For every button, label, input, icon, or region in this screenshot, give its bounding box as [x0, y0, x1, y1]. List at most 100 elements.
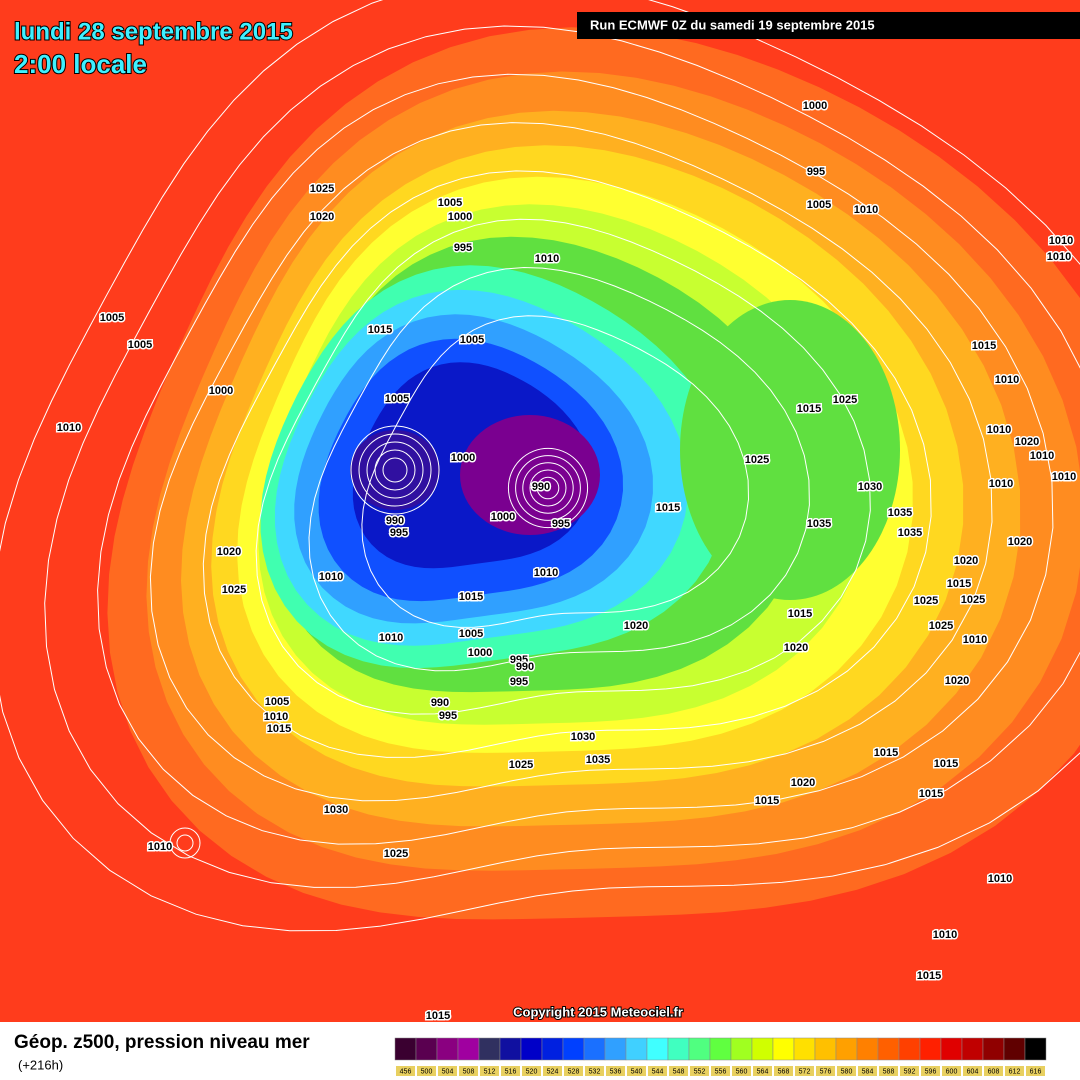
colorbar-label-box	[879, 1066, 898, 1076]
colorbar-label-box	[837, 1066, 856, 1076]
colorbar-label: 520	[526, 1068, 538, 1075]
colorbar-label-box	[1026, 1066, 1045, 1076]
colorbar-swatch	[751, 1037, 774, 1061]
isobar-label: 1010	[57, 422, 81, 434]
colorbar-swatch	[856, 1037, 879, 1061]
isobar-label: 1020	[310, 211, 334, 223]
colorbar-label: 504	[442, 1068, 454, 1075]
isobar	[382, 457, 408, 483]
isobar-label: 1025	[509, 759, 533, 771]
isobar-label: 995	[552, 518, 570, 530]
isobar-label: 995	[510, 676, 528, 688]
isobar-label: 990	[516, 661, 534, 673]
isobar-label: 1020	[1015, 436, 1039, 448]
isobar-label: 1010	[963, 634, 987, 646]
isobar-label: 1015	[368, 324, 392, 336]
colorbar-swatch	[499, 1037, 522, 1061]
colorbar-label-box	[690, 1066, 709, 1076]
run-box	[577, 12, 1080, 39]
colorbar-label-box	[942, 1066, 961, 1076]
isobar-label: 1005	[100, 312, 124, 324]
colorbar-label: 596	[925, 1068, 937, 1075]
colorbar-label: 544	[652, 1068, 664, 1075]
isobar	[515, 455, 581, 521]
colorbar-label: 512	[484, 1068, 496, 1075]
colorbar-label: 568	[778, 1068, 790, 1075]
isobar	[202, 170, 932, 758]
isobar-label: 1010	[995, 374, 1019, 386]
isobar-label: 1025	[833, 394, 857, 406]
colorbar-swatch	[835, 1037, 858, 1061]
colorbar-swatch	[646, 1037, 669, 1061]
colorbar-swatch	[478, 1037, 501, 1061]
colorbar-label-box	[753, 1066, 772, 1076]
colorbar-swatch	[562, 1037, 585, 1061]
colorbar-label: 556	[715, 1068, 727, 1075]
isobar-label: 1000	[491, 511, 515, 523]
isobar	[358, 433, 432, 507]
run-info: Run ECMWF 0Z du samedi 19 septembre 2015	[590, 17, 875, 32]
colorbar-swatch	[625, 1037, 648, 1061]
colorbar-label-box	[417, 1066, 436, 1076]
colorbar-label-box	[438, 1066, 457, 1076]
isobar-label: 1010	[1052, 471, 1076, 483]
colorbar-swatch	[940, 1037, 963, 1061]
isobar-label: 1005	[807, 199, 831, 211]
isobar-label: 995	[807, 166, 825, 178]
colorbar-label: 536	[610, 1068, 622, 1075]
colorbar-swatch	[877, 1037, 900, 1061]
colorbar-swatch	[541, 1037, 564, 1061]
isobar	[308, 266, 810, 672]
isobar-label: 990	[386, 515, 404, 527]
isobar-label: 1025	[384, 848, 408, 860]
isobar-label: 1000	[209, 385, 233, 397]
isobar-label: 1010	[148, 841, 172, 853]
isobar-label: 1015	[874, 747, 898, 759]
isobar-label: 1015	[426, 1010, 450, 1022]
isobar-label: 1010	[933, 929, 957, 941]
isobar-label: 1030	[324, 804, 348, 816]
colorbar-swatch	[919, 1037, 942, 1061]
isobar-label: 1005	[385, 393, 409, 405]
isobar-label: 995	[454, 242, 472, 254]
isobar-label: 1015	[797, 403, 821, 415]
isobar-label: 1005	[460, 334, 484, 346]
colorbar-label-box	[711, 1066, 730, 1076]
isobar-label: 1010	[1047, 251, 1071, 263]
colorbar-label: 616	[1030, 1068, 1042, 1075]
isobar-label: 1025	[929, 620, 953, 632]
colorbar-label: 548	[673, 1068, 685, 1075]
colorbar-label: 576	[820, 1068, 832, 1075]
isobar-label: 1010	[534, 567, 558, 579]
isobar	[44, 25, 1080, 888]
colorbar-label-box	[795, 1066, 814, 1076]
isobar-label: 995	[390, 527, 408, 539]
colorbar-label-box	[858, 1066, 877, 1076]
colorbar-label-box	[522, 1066, 541, 1076]
isobar-label: 1015	[947, 578, 971, 590]
isobar-label: 1015	[934, 758, 958, 770]
isobar-label: 1020	[1008, 536, 1032, 548]
isobar-label: 1005	[438, 197, 462, 209]
height-band	[460, 415, 600, 535]
height-band	[680, 300, 900, 600]
colorbar-label-box	[984, 1066, 1003, 1076]
colorbar-swatch	[772, 1037, 795, 1061]
colorbar-swatch	[604, 1037, 627, 1061]
colorbar-label-box	[480, 1066, 499, 1076]
colorbar-swatch	[814, 1037, 837, 1061]
isobar-label: 1010	[319, 571, 343, 583]
isobar-label: 1010	[535, 253, 559, 265]
colorbar-label: 532	[589, 1068, 601, 1075]
isobar-label: 1025	[310, 183, 334, 195]
colorbar-label-box	[963, 1066, 982, 1076]
colorbar-label-box	[900, 1066, 919, 1076]
isobar-label: 995	[439, 710, 457, 722]
colorbar-swatch	[394, 1037, 417, 1061]
isobar-label: 1010	[264, 711, 288, 723]
isobar-label: 1010	[379, 632, 403, 644]
colorbar-swatch	[898, 1037, 921, 1061]
copyright: Copyright 2015 Meteociel.fr	[513, 1004, 683, 1019]
